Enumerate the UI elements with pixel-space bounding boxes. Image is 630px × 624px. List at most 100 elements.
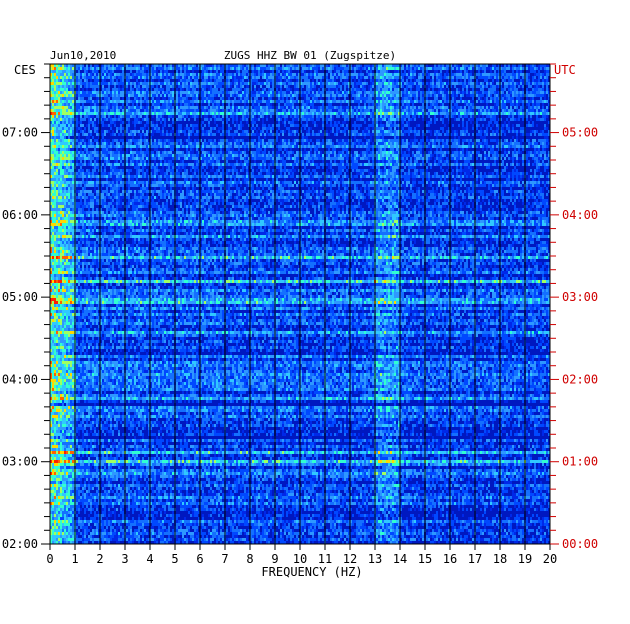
heatmap-cell [246, 118, 248, 121]
heatmap-cell [146, 118, 148, 121]
heatmap-cell [496, 94, 498, 97]
heatmap-cell [236, 115, 238, 118]
heatmap-cell [282, 133, 284, 136]
heatmap-cell [110, 91, 112, 94]
heatmap-cell [66, 76, 68, 79]
heatmap-cell [120, 67, 122, 70]
heatmap-cell [386, 100, 388, 103]
heatmap-cell [234, 73, 236, 76]
heatmap-cell [508, 73, 510, 76]
heatmap-cell [242, 100, 244, 103]
heatmap-cell [84, 109, 86, 112]
heatmap-cell [176, 109, 178, 112]
heatmap-cell [108, 97, 110, 100]
heatmap-cell [180, 109, 182, 112]
heatmap-cell [412, 130, 414, 133]
heatmap-cell [226, 106, 228, 109]
heatmap-cell [76, 100, 78, 103]
heatmap-cell [534, 70, 536, 73]
heatmap-cell [326, 82, 328, 85]
heatmap-cell [328, 118, 330, 121]
heatmap-cell [336, 82, 338, 85]
heatmap-cell [342, 91, 344, 94]
heatmap-cell [396, 94, 398, 97]
heatmap-cell [232, 88, 234, 91]
heatmap-cell [292, 118, 294, 121]
heatmap-cell [412, 94, 414, 97]
heatmap-cell [354, 127, 356, 130]
heatmap-cell [430, 100, 432, 103]
heatmap-cell [122, 100, 124, 103]
heatmap-cell [394, 127, 396, 130]
heatmap-cell [486, 79, 488, 82]
heatmap-cell [58, 115, 60, 118]
heatmap-cell [320, 133, 322, 136]
heatmap-cell [104, 100, 106, 103]
heatmap-cell [358, 76, 360, 79]
heatmap-cell [426, 112, 428, 115]
heatmap-cell [130, 139, 132, 142]
heatmap-cell [114, 112, 116, 115]
heatmap-cell [356, 109, 358, 112]
heatmap-cell [72, 139, 74, 142]
heatmap-cell [316, 94, 318, 97]
heatmap-cell [96, 112, 98, 115]
heatmap-cell [312, 97, 314, 100]
heatmap-cell [430, 67, 432, 70]
heatmap-cell [510, 85, 512, 88]
heatmap-cell [452, 91, 454, 94]
heatmap-cell [442, 94, 444, 97]
heatmap-cell [102, 91, 104, 94]
heatmap-cell [218, 112, 220, 115]
heatmap-cell [70, 88, 72, 91]
heatmap-cell [230, 67, 232, 70]
heatmap-cell [126, 112, 128, 115]
heatmap-cell [418, 91, 420, 94]
heatmap-cell [178, 100, 180, 103]
heatmap-cell [492, 91, 494, 94]
heatmap-cell [194, 124, 196, 127]
heatmap-cell [494, 94, 496, 97]
heatmap-cell [394, 133, 396, 136]
heatmap-cell [496, 79, 498, 82]
heatmap-cell [396, 115, 398, 118]
heatmap-cell [58, 82, 60, 85]
heatmap-cell [392, 67, 394, 70]
heatmap-cell [276, 115, 278, 118]
heatmap-cell [194, 82, 196, 85]
heatmap-cell [208, 112, 210, 115]
heatmap-cell [480, 82, 482, 85]
heatmap-cell [78, 88, 80, 91]
heatmap-cell [62, 106, 64, 109]
heatmap-cell [280, 100, 282, 103]
heatmap-cell [220, 73, 222, 76]
heatmap-cell [376, 79, 378, 82]
heatmap-cell [460, 94, 462, 97]
heatmap-cell [168, 76, 170, 79]
heatmap-cell [304, 70, 306, 73]
heatmap-cell [256, 109, 258, 112]
heatmap-cell [90, 85, 92, 88]
heatmap-cell [316, 106, 318, 109]
heatmap-cell [78, 121, 80, 124]
heatmap-cell [518, 82, 520, 85]
heatmap-cell [486, 103, 488, 106]
heatmap-cell [440, 88, 442, 91]
heatmap-cell [122, 85, 124, 88]
heatmap-cell [392, 124, 394, 127]
heatmap-cell [412, 73, 414, 76]
heatmap-cell [64, 106, 66, 109]
heatmap-cell [176, 139, 178, 142]
heatmap-cell [78, 67, 80, 70]
heatmap-cell [214, 118, 216, 121]
heatmap-cell [278, 73, 280, 76]
heatmap-cell [84, 91, 86, 94]
heatmap-cell [254, 94, 256, 97]
heatmap-cell [328, 91, 330, 94]
heatmap-cell [108, 67, 110, 70]
heatmap-cell [54, 109, 56, 112]
heatmap-cell [152, 100, 154, 103]
heatmap-cell [444, 76, 446, 79]
heatmap-cell [146, 91, 148, 94]
heatmap-cell [162, 82, 164, 85]
